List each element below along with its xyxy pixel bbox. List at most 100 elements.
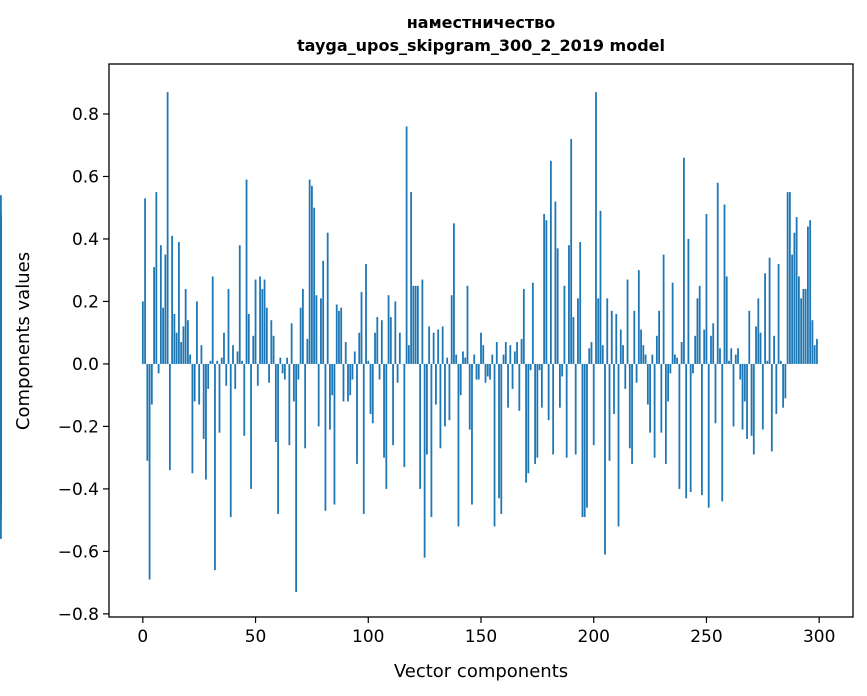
bar-28 xyxy=(205,363,207,480)
bar-154 xyxy=(489,363,491,380)
bar-9 xyxy=(162,307,165,364)
bar-71 xyxy=(301,288,304,364)
bar-26 xyxy=(200,345,203,364)
bar-232 xyxy=(664,363,667,464)
bar-103 xyxy=(374,332,376,364)
bar-91 xyxy=(347,363,349,402)
bar-17 xyxy=(180,342,183,364)
bar-160 xyxy=(502,354,505,364)
bar-297 xyxy=(811,320,814,364)
bar-102 xyxy=(371,363,374,424)
bar-177 xyxy=(540,363,543,408)
bar-4 xyxy=(150,363,153,405)
bar-150 xyxy=(480,332,482,364)
bar-291 xyxy=(797,276,800,364)
bar-162 xyxy=(507,363,509,408)
bar-273 xyxy=(757,298,760,364)
bar-73 xyxy=(306,338,309,364)
bar-277 xyxy=(766,360,769,364)
bar-149 xyxy=(477,363,480,380)
bar-88 xyxy=(340,307,343,364)
bar-5 xyxy=(153,267,155,364)
bar-7 xyxy=(157,363,160,374)
bar-92 xyxy=(349,363,352,396)
bar-247 xyxy=(698,285,701,364)
bar-299 xyxy=(816,338,818,364)
bar-268 xyxy=(746,363,748,439)
bar-199 xyxy=(590,342,593,364)
bar-3 xyxy=(148,363,151,580)
bar-243 xyxy=(689,363,692,493)
bar-218 xyxy=(633,310,636,364)
bar-42 xyxy=(236,351,239,364)
bar-165 xyxy=(513,351,516,364)
bar-40 xyxy=(232,345,234,364)
bar-140 xyxy=(457,363,460,527)
bar-133 xyxy=(441,326,444,364)
bar-72 xyxy=(304,363,307,449)
bar-184 xyxy=(556,248,559,364)
bar-137 xyxy=(450,295,453,364)
x-axis-label: Vector components xyxy=(394,661,568,682)
bar-266 xyxy=(741,363,744,430)
bar-76 xyxy=(313,207,316,364)
bar-282 xyxy=(777,263,780,364)
bar-95 xyxy=(356,363,358,464)
bar-245 xyxy=(694,335,697,364)
bar-200 xyxy=(592,363,595,446)
bar-224 xyxy=(646,363,649,405)
bar-175 xyxy=(536,363,539,458)
bar-11 xyxy=(166,92,169,364)
bar-249 xyxy=(703,329,706,364)
x-tick-label: 50 xyxy=(245,627,267,647)
bar-125 xyxy=(423,363,426,558)
bar-240 xyxy=(683,157,685,364)
bar-170 xyxy=(525,363,527,483)
bar-283 xyxy=(779,360,782,364)
bar-270 xyxy=(750,363,753,436)
bar-119 xyxy=(410,192,413,364)
bar-32 xyxy=(214,363,216,571)
bar-106 xyxy=(380,320,383,364)
bar-194 xyxy=(579,242,582,364)
bar-117 xyxy=(405,126,408,364)
bar-94 xyxy=(353,351,356,364)
bar-163 xyxy=(509,345,512,364)
bar-190 xyxy=(570,138,573,364)
bar-68 xyxy=(295,363,298,592)
bar-231 xyxy=(662,254,665,364)
bar-173 xyxy=(531,282,534,364)
y-tick-label: −0.2 xyxy=(58,417,99,437)
bar-75 xyxy=(311,185,313,364)
bar-123 xyxy=(419,363,422,489)
chart-title: наместничество xyxy=(407,13,556,32)
bar-105 xyxy=(378,363,381,380)
bar-129 xyxy=(432,332,435,364)
x-tick-label: 0 xyxy=(137,627,148,647)
bar-198 xyxy=(588,348,591,364)
bar-50 xyxy=(254,279,257,364)
bar-271 xyxy=(752,363,755,455)
bar-25 xyxy=(198,363,201,405)
bar-48 xyxy=(250,363,252,489)
bar-238 xyxy=(678,363,681,489)
bar-43 xyxy=(238,245,241,364)
bar-284 xyxy=(782,363,785,408)
bar-undefined xyxy=(0,363,2,508)
bar-275 xyxy=(761,363,764,430)
bar-234 xyxy=(669,363,672,374)
y-tick-label: −0.8 xyxy=(58,605,99,625)
bar-259 xyxy=(725,276,728,364)
bar-195 xyxy=(581,363,584,518)
bar-120 xyxy=(412,285,415,364)
y-tick-label: −0.4 xyxy=(58,480,99,500)
bar-45 xyxy=(243,363,246,436)
bar-148 xyxy=(475,363,478,380)
bar-98 xyxy=(362,363,365,514)
bar-127 xyxy=(428,326,431,364)
bar-256 xyxy=(719,348,721,364)
bar-60 xyxy=(277,363,279,514)
bar-152 xyxy=(484,363,487,383)
bar-201 xyxy=(595,92,597,364)
